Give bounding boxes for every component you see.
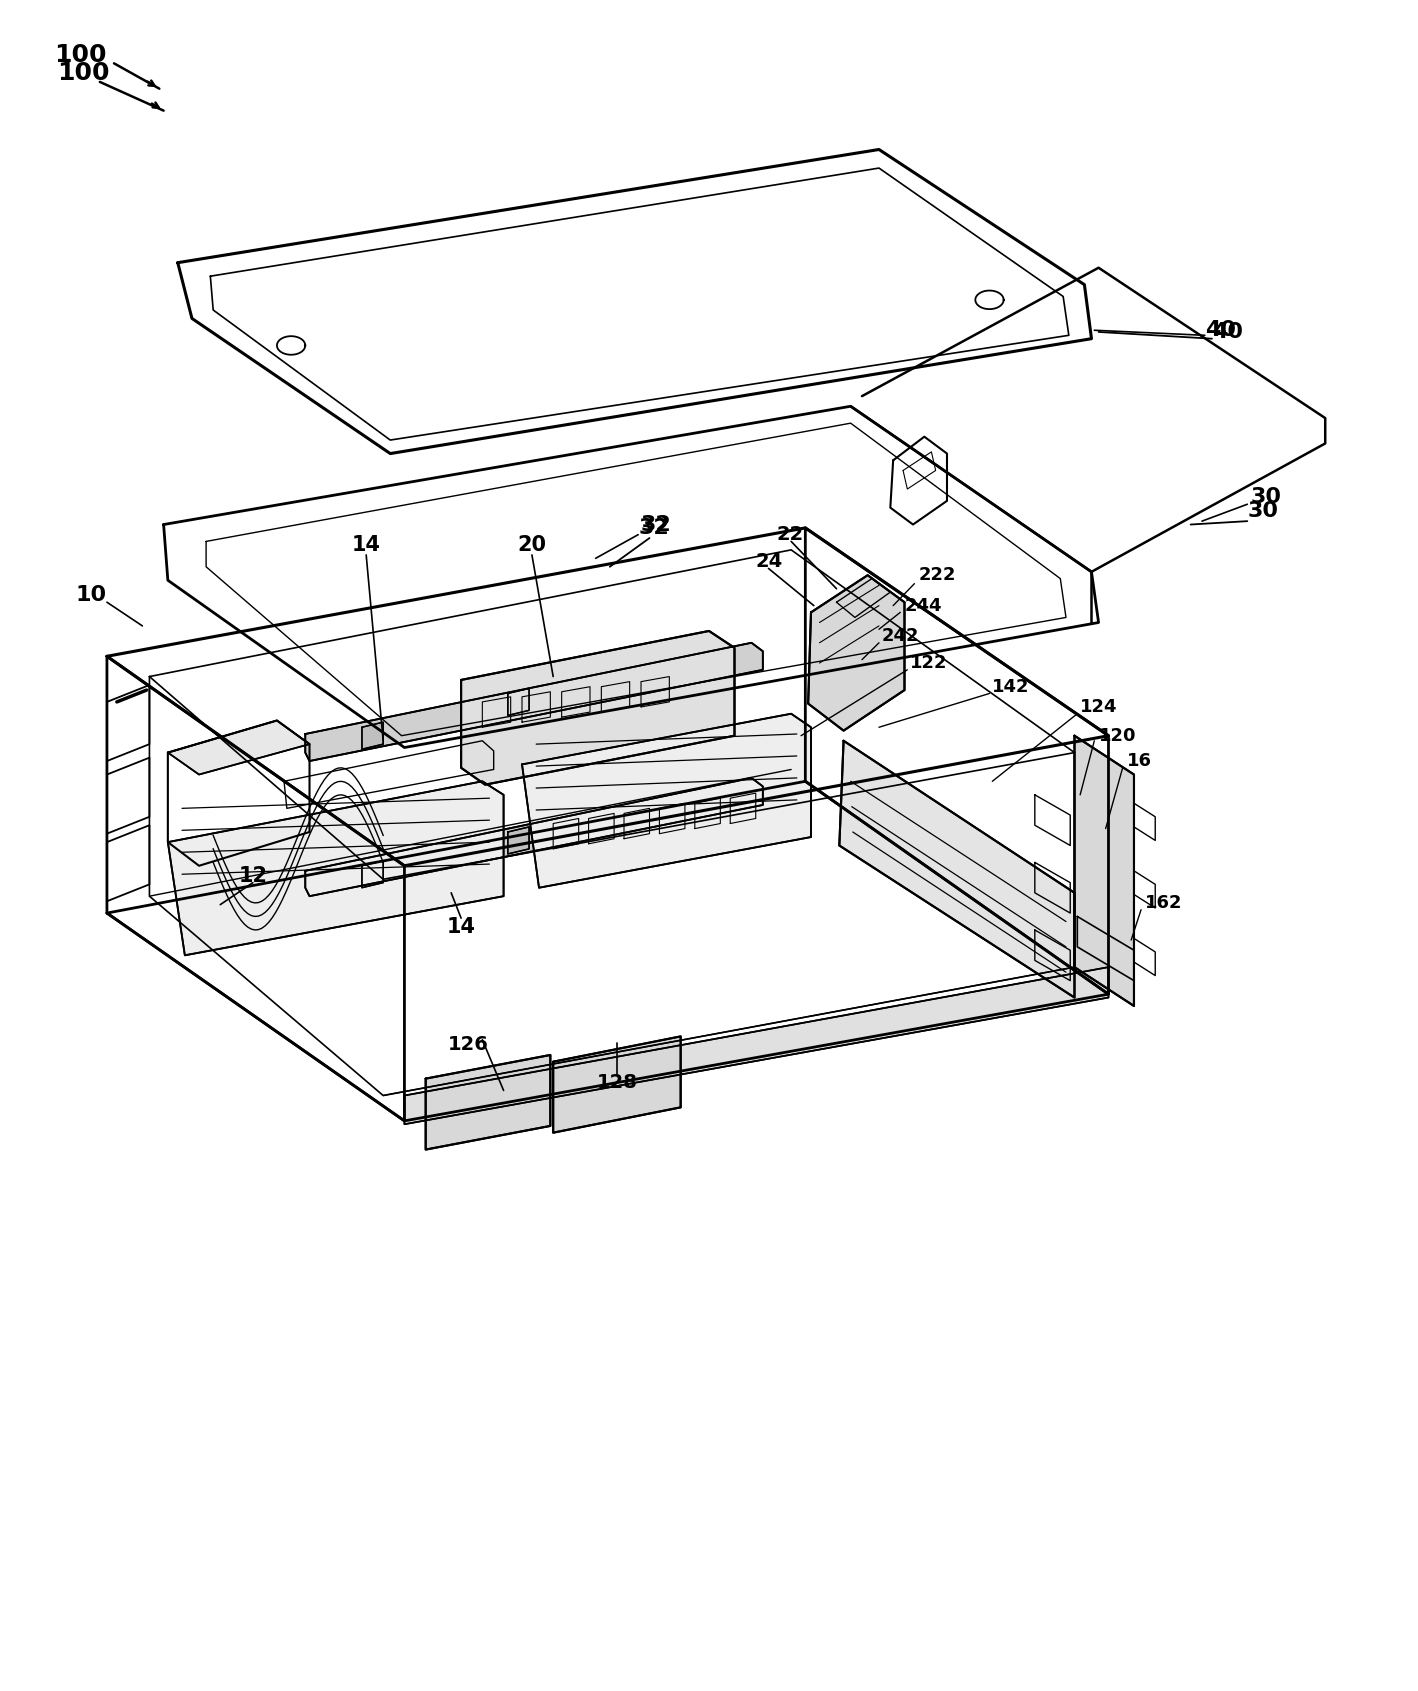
Text: 32: 32 bbox=[638, 517, 669, 538]
Text: 12: 12 bbox=[238, 866, 268, 886]
Polygon shape bbox=[461, 631, 735, 785]
Text: 32: 32 bbox=[641, 514, 672, 534]
Polygon shape bbox=[808, 575, 905, 731]
Polygon shape bbox=[305, 778, 763, 896]
Text: 14: 14 bbox=[447, 917, 475, 937]
Polygon shape bbox=[1075, 736, 1134, 1006]
Text: 10: 10 bbox=[75, 585, 106, 605]
Polygon shape bbox=[508, 827, 529, 854]
Text: 142: 142 bbox=[993, 678, 1029, 695]
Text: 40: 40 bbox=[1205, 320, 1236, 340]
Text: 100: 100 bbox=[57, 61, 109, 86]
Text: 14: 14 bbox=[352, 534, 380, 555]
Polygon shape bbox=[167, 781, 503, 955]
Polygon shape bbox=[305, 643, 763, 761]
Text: 30: 30 bbox=[1248, 501, 1278, 521]
Text: 124: 124 bbox=[1081, 698, 1117, 715]
Text: 122: 122 bbox=[910, 654, 947, 671]
Polygon shape bbox=[362, 722, 383, 749]
Text: 162: 162 bbox=[1146, 895, 1183, 911]
Text: 22: 22 bbox=[777, 526, 804, 545]
Polygon shape bbox=[839, 741, 1075, 998]
Polygon shape bbox=[167, 720, 309, 774]
Polygon shape bbox=[508, 688, 529, 715]
Text: 222: 222 bbox=[919, 566, 956, 583]
Text: 120: 120 bbox=[1099, 727, 1136, 744]
Polygon shape bbox=[553, 1037, 681, 1133]
Text: 24: 24 bbox=[756, 553, 783, 572]
Polygon shape bbox=[425, 1055, 550, 1150]
Text: 20: 20 bbox=[518, 534, 546, 555]
Text: 244: 244 bbox=[905, 597, 942, 614]
Text: 128: 128 bbox=[597, 1072, 637, 1091]
Text: 242: 242 bbox=[882, 627, 919, 644]
Polygon shape bbox=[404, 967, 1109, 1125]
Polygon shape bbox=[362, 861, 383, 888]
Polygon shape bbox=[522, 714, 811, 888]
Text: 126: 126 bbox=[448, 1035, 489, 1055]
Text: 16: 16 bbox=[1127, 752, 1151, 769]
Text: 30: 30 bbox=[1251, 487, 1280, 507]
Text: 100: 100 bbox=[54, 42, 106, 68]
Text: 40: 40 bbox=[1212, 321, 1244, 342]
